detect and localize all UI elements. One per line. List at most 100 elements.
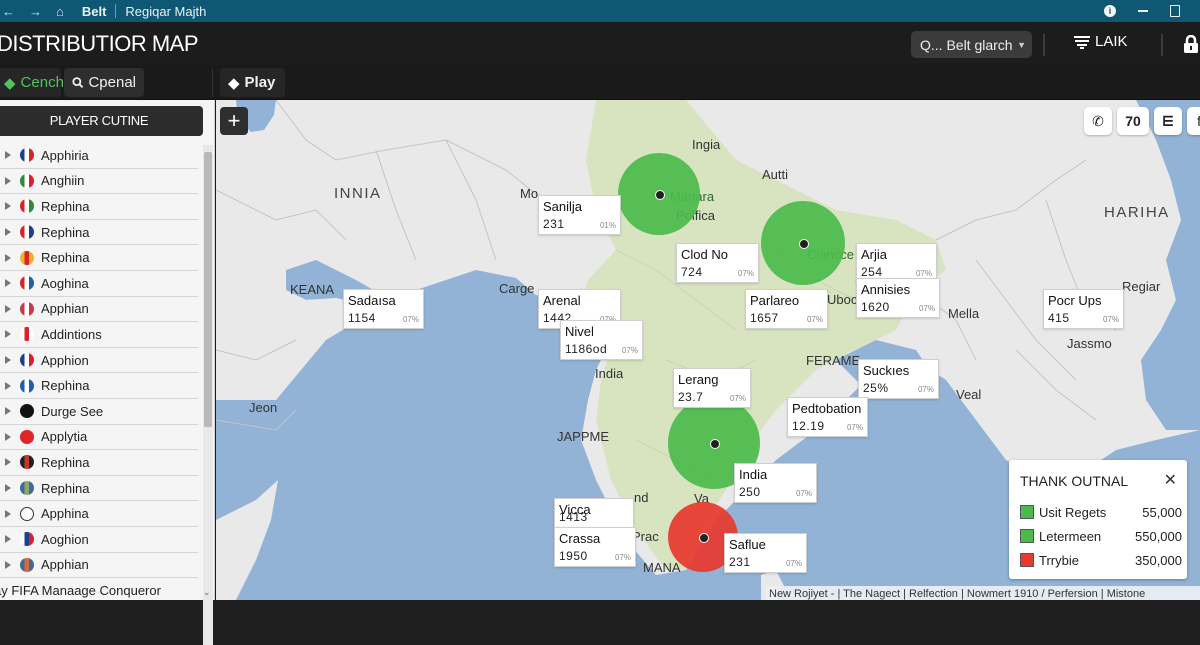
- chevron-down-icon[interactable]: ⌄: [203, 587, 211, 597]
- expand-triangle-icon[interactable]: [5, 432, 11, 441]
- card-value: 12.19: [792, 419, 825, 433]
- sidebar-list-item[interactable]: Apphion: [0, 348, 198, 374]
- map-view[interactable]: + ✆ 70 ⋿ fı INNIAMoIngiaAuttiManaraPolfi…: [216, 100, 1200, 600]
- scrollbar-thumb[interactable]: [204, 152, 212, 427]
- map-place-label: India: [595, 366, 624, 381]
- laik-menu-button[interactable]: LAIK: [1074, 33, 1128, 50]
- layers-button[interactable]: ⋿: [1154, 107, 1182, 135]
- nav-buttons: ← → ⌂: [0, 4, 64, 19]
- expand-triangle-icon[interactable]: [5, 202, 11, 211]
- sidebar-list-item[interactable]: Anghiin: [0, 169, 198, 195]
- map-attribution[interactable]: New Rojiyet - | The Nagect | Relfection …: [766, 586, 1200, 600]
- card-percent: 07%: [846, 423, 863, 432]
- map-data-card[interactable]: Parlareo 1657 07%: [745, 289, 828, 329]
- map-data-card[interactable]: Suckıes 25% 07%: [858, 359, 939, 399]
- sidebar-list-item[interactable]: Addintions: [0, 322, 198, 348]
- map-data-card[interactable]: Saflue 231 07%: [724, 533, 807, 573]
- map-data-card[interactable]: Clod No 724 07%: [676, 243, 759, 283]
- forward-arrow-icon[interactable]: →: [29, 3, 42, 19]
- zoom-in-button[interactable]: +: [220, 107, 248, 135]
- expand-triangle-icon[interactable]: [5, 560, 11, 569]
- sidebar-item-label: Rephina: [41, 198, 90, 214]
- fn-button[interactable]: fı: [1187, 107, 1200, 135]
- sidebar-list-item[interactable]: Apphiria: [0, 143, 198, 169]
- sidebar-list-item[interactable]: Rephina: [0, 194, 198, 220]
- map-data-card[interactable]: Arjia 254 07%: [856, 243, 937, 283]
- sidebar-list-item[interactable]: Rephina: [0, 373, 198, 399]
- window-controls: i: [1104, 0, 1200, 22]
- sidebar-list-item[interactable]: Apphian: [0, 553, 198, 579]
- expand-triangle-icon[interactable]: [5, 304, 11, 313]
- sidebar-list-item[interactable]: Rephina: [0, 220, 198, 246]
- map-place-label: MANA: [643, 560, 681, 575]
- fn-icon: fı: [1197, 113, 1200, 129]
- expand-triangle-icon[interactable]: [5, 151, 11, 160]
- map-place-label: Veal: [956, 387, 982, 402]
- expand-triangle-icon[interactable]: [5, 228, 11, 237]
- sidebar-list-item[interactable]: Apphian: [0, 297, 198, 323]
- info-icon[interactable]: i: [1104, 5, 1116, 17]
- play-button[interactable]: ◆ Play: [220, 68, 285, 97]
- expand-triangle-icon[interactable]: [5, 279, 11, 288]
- map-data-card[interactable]: Nivel 1186od 07%: [560, 320, 643, 360]
- expand-triangle-icon[interactable]: [5, 484, 11, 493]
- map-data-card[interactable]: Pocr Ups 415 07%: [1043, 289, 1124, 329]
- map-data-bubble[interactable]: [761, 201, 845, 285]
- maximize-button[interactable]: [1170, 5, 1180, 17]
- laik-label: LAIK: [1095, 33, 1128, 50]
- card-name: Vicca: [559, 502, 591, 517]
- sidebar-list-item[interactable]: Apphina: [0, 501, 198, 527]
- sidebar-item-label: Apphiria: [41, 147, 89, 163]
- expand-triangle-icon[interactable]: [5, 509, 11, 518]
- cpenal-label: Cpenal: [88, 74, 136, 91]
- map-data-bubble[interactable]: [618, 153, 700, 235]
- search-dropdown[interactable]: Q... Belt glarch ▼: [911, 31, 1032, 58]
- sidebar-list-item[interactable]: Applytia: [0, 425, 198, 451]
- expand-triangle-icon[interactable]: [5, 407, 11, 416]
- expand-triangle-icon[interactable]: [5, 176, 11, 185]
- map-place-label: FERAME: [806, 353, 861, 368]
- back-arrow-icon[interactable]: ←: [2, 3, 15, 19]
- home-icon[interactable]: ⌂: [56, 3, 64, 19]
- phone-button[interactable]: ✆: [1084, 107, 1112, 135]
- expand-triangle-icon[interactable]: [5, 458, 11, 467]
- close-icon[interactable]: ✕: [1163, 472, 1177, 489]
- map-data-card[interactable]: Lerang 23.7 07%: [673, 368, 751, 408]
- map-data-card[interactable]: India 250 07%: [734, 463, 817, 503]
- card-name: Nivel: [565, 324, 594, 339]
- sidebar-list-item[interactable]: Durge See: [0, 399, 198, 425]
- expand-triangle-icon[interactable]: [5, 535, 11, 544]
- flag-icon: [20, 173, 34, 188]
- map-data-card[interactable]: Annisies 1620 07%: [856, 278, 940, 318]
- card-percent: 07%: [737, 269, 754, 278]
- map-place-label: HARIHA: [1104, 204, 1170, 221]
- minimize-button[interactable]: [1138, 10, 1148, 12]
- zoom-level-display[interactable]: 70: [1117, 107, 1149, 135]
- sidebar-list-item[interactable]: Rephina: [0, 450, 198, 476]
- sidebar-list-item[interactable]: Aoghion: [0, 527, 198, 553]
- cpenal-button[interactable]: Cpenal: [64, 68, 144, 97]
- cench-button[interactable]: ◆ Cench: [0, 68, 64, 97]
- map-place-label: Mo: [520, 186, 539, 201]
- expand-triangle-icon[interactable]: [5, 356, 11, 365]
- expand-triangle-icon[interactable]: [5, 330, 11, 339]
- toolbar: ◆ Cench Cpenal ◆ Play: [0, 65, 1200, 100]
- expand-triangle-icon[interactable]: [5, 381, 11, 390]
- flag-icon: [20, 378, 34, 393]
- sidebar: PLAYER CUTINE Apphiria Anghiin Rephina Reph…: [0, 100, 215, 645]
- map-place-label: Prac: [632, 529, 659, 544]
- sidebar-item-label: Rephina: [41, 250, 90, 266]
- expand-triangle-icon[interactable]: [5, 253, 11, 262]
- map-data-card[interactable]: Sanilja 231 01%: [538, 195, 621, 235]
- sidebar-item-label: Rephina: [41, 378, 90, 394]
- map-data-card[interactable]: Vicca 1413: [554, 498, 634, 528]
- sidebar-list-item[interactable]: Aoghina: [0, 271, 198, 297]
- card-percent: 07%: [1102, 315, 1119, 324]
- sidebar-list-item[interactable]: Rephina: [0, 476, 198, 502]
- sidebar-list-item[interactable]: Rephina: [0, 245, 198, 271]
- map-data-card[interactable]: Pedtobation 12.19 07%: [787, 397, 868, 437]
- map-data-card[interactable]: Sadaısa 1154 07%: [343, 289, 424, 329]
- map-data-card[interactable]: Crassa 1950 07%: [554, 527, 636, 567]
- lock-icon[interactable]: [1182, 35, 1200, 53]
- sidebar-scrollbar[interactable]: [203, 145, 213, 645]
